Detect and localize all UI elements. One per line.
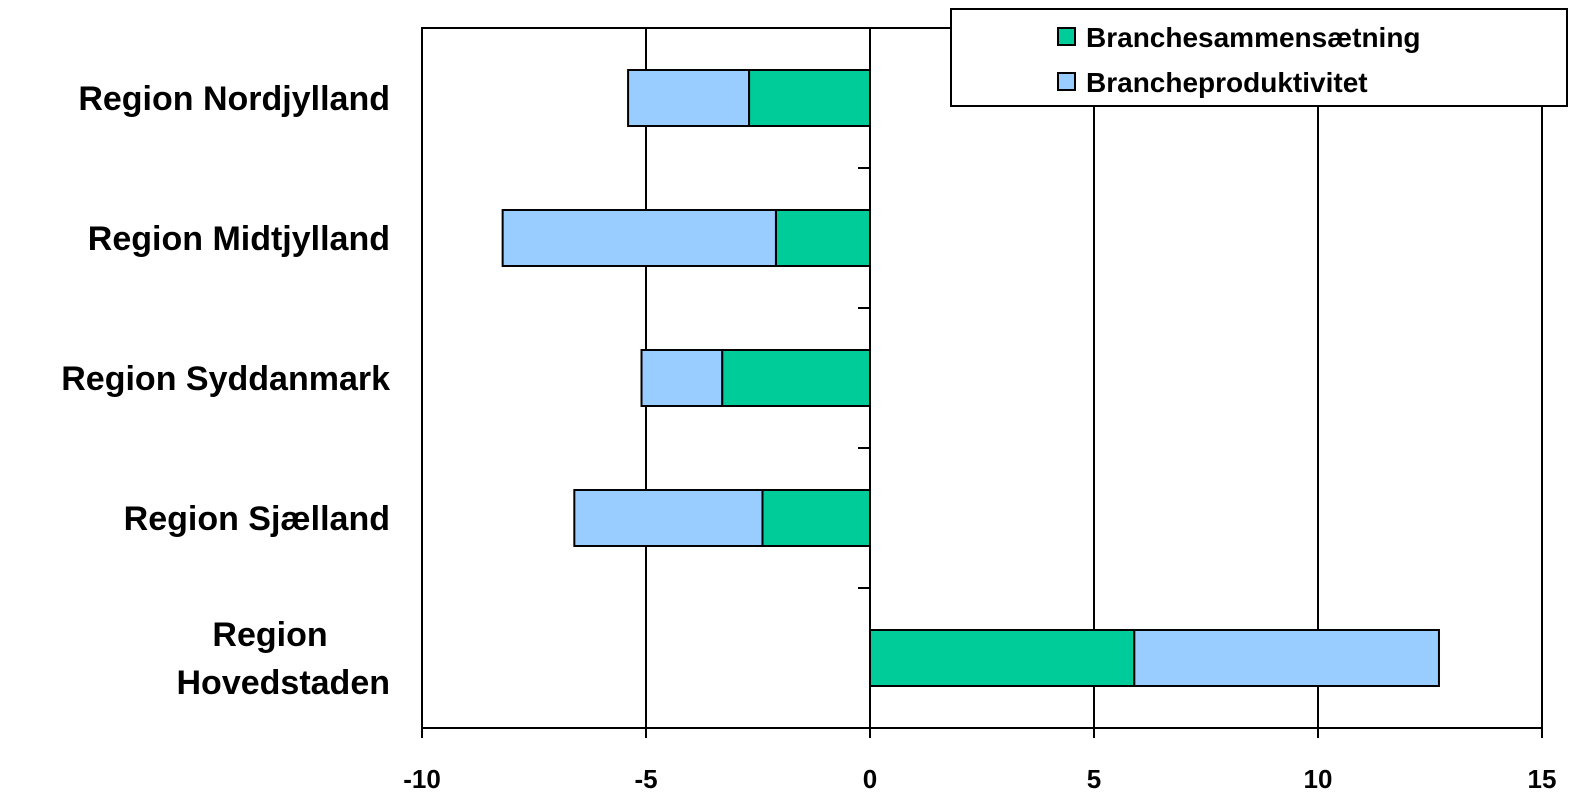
bar-segment xyxy=(721,349,871,407)
category-label: Region Sjælland xyxy=(124,500,390,538)
x-tick-label: 15 xyxy=(1528,764,1557,794)
bar-segment xyxy=(748,69,871,127)
bar-segment xyxy=(573,489,764,547)
x-tick-label: 0 xyxy=(863,764,877,794)
bar-segment xyxy=(869,629,1136,687)
x-tick-label: 5 xyxy=(1087,764,1101,794)
legend-swatch xyxy=(1057,27,1076,46)
category-label: Region Nordjylland xyxy=(78,80,390,118)
bar-segment xyxy=(1133,629,1440,687)
x-tick-label: -10 xyxy=(403,764,441,794)
axes xyxy=(421,27,1543,738)
labels: -10 -5 0 5 10 15 Region Nordjylland Region Midt… xyxy=(61,80,1556,794)
x-tick-label: 10 xyxy=(1304,764,1333,794)
legend-box xyxy=(950,8,1568,107)
bars xyxy=(501,69,1440,687)
category-label: Hovedstaden xyxy=(177,664,391,702)
bar-segment xyxy=(774,209,871,267)
legend-label: Branchesammensætning xyxy=(1086,22,1421,53)
category-label: Region Syddanmark xyxy=(61,360,390,398)
category-label: Region xyxy=(212,616,327,654)
legend-swatch xyxy=(1057,72,1076,91)
bar-segment xyxy=(761,489,871,547)
bar-segment xyxy=(627,69,751,127)
legend: Branchesammensætning Brancheproduktivitet xyxy=(950,8,1568,107)
bar-segment xyxy=(640,349,724,407)
x-tick-label: -5 xyxy=(634,764,657,794)
plot-frame xyxy=(421,27,1543,729)
category-label: Region Midtjylland xyxy=(88,220,390,258)
bar-segment xyxy=(501,209,777,267)
legend-label: Brancheproduktivitet xyxy=(1086,67,1368,98)
